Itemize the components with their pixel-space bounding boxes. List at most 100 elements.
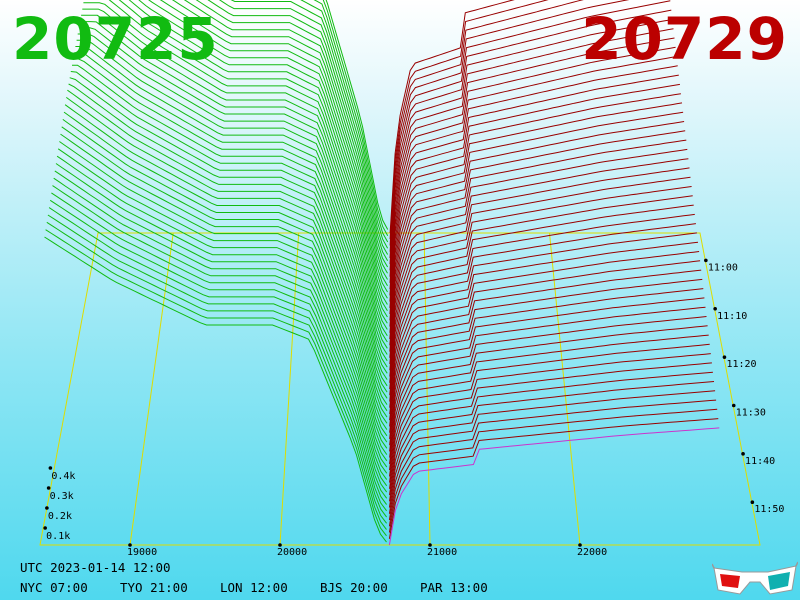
ask-price: 20729 bbox=[581, 5, 788, 73]
ask-depth-line bbox=[389, 9, 672, 265]
time-tick-label: 11:00 bbox=[708, 262, 738, 273]
chart-floor bbox=[39, 232, 761, 546]
bid-depth-line bbox=[73, 58, 388, 387]
ask-depth-line bbox=[389, 288, 704, 452]
ask-depth-line bbox=[389, 0, 671, 259]
bid-depth-line bbox=[81, 14, 388, 343]
bid-depth-line bbox=[78, 27, 388, 355]
y-tick-label: 0.2k bbox=[48, 511, 72, 522]
bid-depth-line bbox=[64, 104, 388, 430]
x-tick-label: 21000 bbox=[427, 547, 457, 558]
ask-depth-line bbox=[388, 399, 717, 527]
ask-depth-line bbox=[389, 223, 696, 408]
ask-depth-line bbox=[389, 121, 685, 340]
ask-depth-line bbox=[389, 0, 549, 240]
x-gridline bbox=[423, 232, 431, 546]
x-gridline bbox=[549, 232, 581, 546]
bid-depth-line bbox=[60, 133, 388, 455]
y-tick bbox=[45, 506, 49, 510]
ask-depth-line bbox=[389, 18, 673, 271]
y-tick-label: 0.3k bbox=[50, 491, 74, 502]
bid-depth-line bbox=[44, 236, 387, 543]
bid-depth-line bbox=[57, 148, 388, 468]
ask-depth-line bbox=[389, 362, 712, 502]
time-tick-label: 11:50 bbox=[754, 504, 784, 515]
utc-time: UTC 2023-01-14 12:00 bbox=[20, 560, 171, 575]
ask-depth-line bbox=[388, 371, 713, 508]
bid-depth-line bbox=[183, 0, 388, 280]
bid-depth-line bbox=[56, 155, 388, 474]
bid-depth-line bbox=[49, 199, 388, 512]
ask-depth-line bbox=[389, 111, 684, 333]
ask-depth-line bbox=[389, 353, 711, 496]
time-tick bbox=[713, 306, 717, 311]
ask-depth-line bbox=[389, 158, 689, 365]
ask-depth-line bbox=[389, 306, 706, 464]
ask-depth-line bbox=[389, 316, 707, 471]
bid-depth-line bbox=[48, 207, 388, 518]
bid-depth-line bbox=[118, 0, 388, 318]
bid-depth-line bbox=[82, 8, 388, 337]
bid-depth-line bbox=[53, 177, 388, 493]
tz-bjs: BJS 20:00 bbox=[320, 580, 388, 595]
time-tick bbox=[750, 500, 755, 505]
ask-depth-line bbox=[388, 390, 716, 521]
bid-depth-line bbox=[74, 52, 388, 380]
ask-depth-line bbox=[389, 167, 690, 371]
y-tick bbox=[43, 526, 47, 530]
tz-tyo: TYO 21:00 bbox=[120, 580, 188, 595]
bid-depth-line bbox=[313, 0, 389, 243]
bid-depth-line bbox=[80, 21, 388, 349]
bid-depth-line bbox=[54, 170, 388, 487]
bid-depth-line bbox=[148, 0, 388, 299]
ask-depth-line bbox=[388, 418, 719, 539]
bid-depth-line bbox=[68, 83, 388, 412]
bid-depth-line bbox=[300, 0, 389, 249]
x-gridline bbox=[129, 232, 174, 546]
bid-depth-line bbox=[218, 0, 389, 262]
3d-glasses-icon[interactable] bbox=[712, 560, 798, 596]
bid-depth-line bbox=[195, 0, 388, 274]
bid-depth-line bbox=[70, 71, 388, 399]
ask-depth-line bbox=[389, 0, 630, 252]
time-tick bbox=[722, 355, 727, 359]
time-tick-label: 11:30 bbox=[736, 408, 766, 419]
bid-depth-line bbox=[207, 0, 389, 268]
ask-depth-line bbox=[389, 93, 681, 321]
bid-depth-line bbox=[66, 96, 388, 424]
time-tick-label: 11:20 bbox=[726, 359, 756, 370]
bid-depth-line bbox=[52, 185, 388, 499]
ask-depth-line bbox=[389, 195, 693, 390]
ask-depth-line bbox=[389, 232, 697, 415]
ask-depth-line bbox=[388, 381, 715, 514]
bid-depth-line bbox=[128, 0, 388, 312]
bid-depth-line bbox=[159, 0, 388, 293]
ask-depth-line bbox=[389, 148, 688, 358]
bid-depth-line bbox=[108, 0, 388, 324]
x-tick-label: 22000 bbox=[577, 547, 607, 558]
ask-depth-line bbox=[389, 176, 691, 377]
y-tick-label: 0.4k bbox=[51, 471, 75, 482]
tz-nyc: NYC 07:00 bbox=[20, 580, 88, 595]
bid-depth-line bbox=[61, 126, 388, 449]
ask-depth-line bbox=[389, 251, 700, 427]
bid-depth-line bbox=[45, 229, 387, 537]
ask-depth-line bbox=[389, 260, 701, 433]
time-tick-label: 11:40 bbox=[745, 456, 775, 467]
bid-depth-line bbox=[83, 2, 388, 330]
tz-par: PAR 13:00 bbox=[420, 580, 488, 595]
ask-depth-line bbox=[389, 56, 677, 296]
ask-depth-line bbox=[389, 0, 515, 234]
ask-depth-line bbox=[388, 408, 718, 533]
ask-depth-line bbox=[389, 334, 709, 483]
bid-depth-line bbox=[59, 141, 388, 462]
ask-depth-line bbox=[389, 74, 679, 308]
bid-depth-line bbox=[67, 89, 388, 418]
x-tick bbox=[428, 543, 432, 547]
y-tick bbox=[48, 466, 53, 470]
time-tick bbox=[704, 258, 708, 263]
ask-depth-line bbox=[389, 213, 695, 402]
ask-depth-line bbox=[389, 278, 703, 446]
ask-depth-line bbox=[389, 269, 702, 439]
tz-lon: LON 12:00 bbox=[220, 580, 288, 595]
